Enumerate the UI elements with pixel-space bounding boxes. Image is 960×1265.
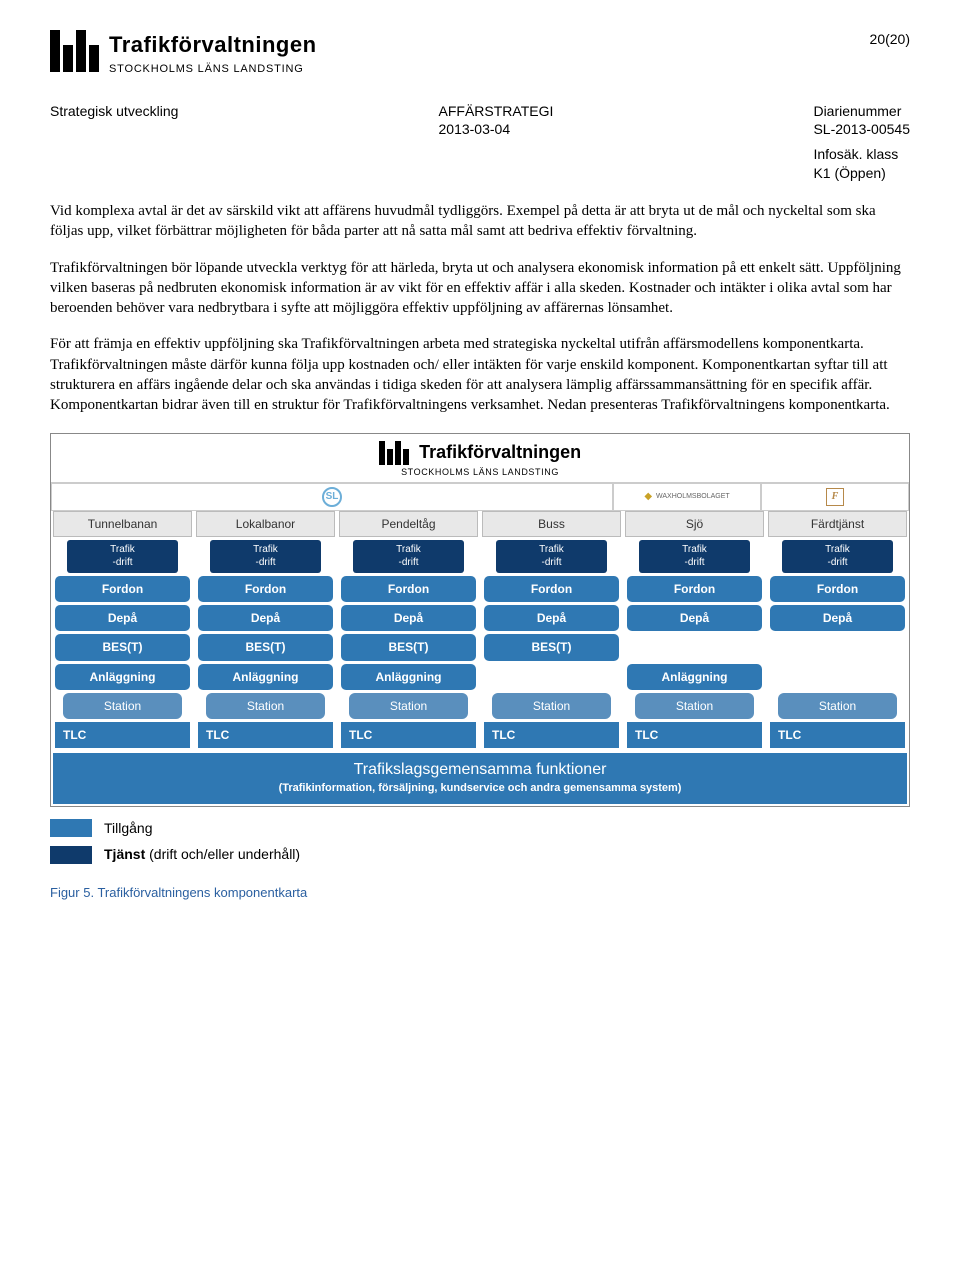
component-chip-best: BES(T): [484, 634, 619, 660]
diagram-column: Sjö Trafik -drift Fordon Depå Anläggning Sta…: [625, 511, 764, 751]
legend-label-tillgang: Tillgång: [104, 819, 153, 838]
body-paragraph-3: För att främja en effektiv uppföljning s…: [50, 334, 910, 415]
body-paragraph-2: Trafikförvaltningen bör löpande utveckla…: [50, 258, 910, 319]
diagram-header: Trafikförvaltningen STOCKHOLMS LÄNS LAND…: [51, 434, 909, 481]
component-chip-fordon: Fordon: [627, 576, 762, 602]
legend: Tillgång Tjänst (drift och/eller underhå…: [50, 819, 910, 865]
body-paragraph-1: Vid komplexa avtal är det av särskild vi…: [50, 201, 910, 242]
column-header: Tunnelbanan: [53, 511, 192, 537]
page-number: 20(20): [870, 30, 910, 77]
component-map-diagram: Trafikförvaltningen STOCKHOLMS LÄNS LAND…: [50, 433, 910, 806]
component-chip-station: Station: [206, 693, 325, 719]
component-chip-station: Station: [492, 693, 611, 719]
component-chip-depa: Depå: [198, 605, 333, 631]
component-chip-fordon: Fordon: [198, 576, 333, 602]
doc-title: AFFÄRSTRATEGI: [439, 102, 554, 121]
org-logo-block: Trafikförvaltningen STOCKHOLMS LÄNS LAND…: [50, 30, 317, 77]
brand-fardtjanst: F: [761, 483, 909, 511]
org-subtitle: STOCKHOLMS LÄNS LANDSTING: [109, 62, 317, 77]
component-chip-trafik: Trafik -drift: [353, 540, 464, 573]
infosak-label: Infosäk. klass: [813, 145, 910, 164]
component-chip-anlaggning: Anläggning: [198, 664, 333, 690]
column-header: Färdtjänst: [768, 511, 907, 537]
component-chip-tlc: TLC: [627, 722, 762, 748]
component-chip-anlaggning: Anläggning: [341, 664, 476, 690]
page-header: Trafikförvaltningen STOCKHOLMS LÄNS LAND…: [50, 30, 910, 77]
shared-functions-bar: Trafikslagsgemensamma funktioner (Trafik…: [53, 753, 907, 803]
diagram-header-sub: STOCKHOLMS LÄNS LANDSTING: [51, 466, 909, 478]
component-chip-best: BES(T): [341, 634, 476, 660]
component-chip-trafik: Trafik -drift: [496, 540, 607, 573]
legend-swatch-tjanst: [50, 846, 92, 864]
component-chip-depa: Depå: [627, 605, 762, 631]
brand-waxholm: ◆WAXHOLMSBOLAGET: [613, 483, 761, 511]
component-chip-station: Station: [63, 693, 182, 719]
component-chip-station: Station: [635, 693, 754, 719]
legend-label-tjanst: Tjänst (drift och/eller underhåll): [104, 845, 300, 864]
component-chip-trafik: Trafik -drift: [210, 540, 321, 573]
infosak-value: K1 (Öppen): [813, 164, 910, 183]
component-chip-tlc: TLC: [341, 722, 476, 748]
component-chip-trafik: Trafik -drift: [67, 540, 178, 573]
component-chip-station: Station: [349, 693, 468, 719]
component-chip-tlc: TLC: [484, 722, 619, 748]
brand-row: SL ◆WAXHOLMSBOLAGET F: [51, 482, 909, 511]
component-chip-fordon: Fordon: [55, 576, 190, 602]
org-name: Trafikförvaltningen: [109, 30, 317, 60]
diarienummer-value: SL-2013-00545: [813, 120, 910, 139]
figure-caption: Figur 5. Trafikförvaltningens komponentk…: [50, 884, 910, 902]
diagram-column: Buss Trafik -drift Fordon Depå BES(T) Statio…: [482, 511, 621, 751]
component-chip-tlc: TLC: [770, 722, 905, 748]
column-header: Buss: [482, 511, 621, 537]
logo-bars-icon: [379, 441, 409, 465]
diarienummer-label: Diarienummer: [813, 102, 910, 121]
component-chip-anlaggning: Anläggning: [627, 664, 762, 690]
diagram-column: Lokalbanor Trafik -drift Fordon Depå BES(T) A…: [196, 511, 335, 751]
component-chip-depa: Depå: [55, 605, 190, 631]
diagram-columns: Tunnelbanan Trafik -drift Fordon Depå BES(T)…: [51, 511, 909, 751]
component-chip-tlc: TLC: [55, 722, 190, 748]
brand-sl: SL: [51, 483, 613, 511]
component-chip-trafik: Trafik -drift: [639, 540, 750, 573]
meta-left: Strategisk utveckling: [50, 102, 178, 184]
column-header: Pendeltåg: [339, 511, 478, 537]
doc-date: 2013-03-04: [439, 120, 554, 139]
component-chip-depa: Depå: [770, 605, 905, 631]
column-header: Sjö: [625, 511, 764, 537]
document-meta: Strategisk utveckling AFFÄRSTRATEGI 2013…: [50, 102, 910, 184]
component-chip-depa: Depå: [484, 605, 619, 631]
component-chip-fordon: Fordon: [770, 576, 905, 602]
component-chip-trafik: Trafik -drift: [782, 540, 893, 573]
diagram-column: Tunnelbanan Trafik -drift Fordon Depå BES(T)…: [53, 511, 192, 751]
diagram-column: Färdtjänst Trafik -drift Fordon Depå Statio…: [768, 511, 907, 751]
component-chip-tlc: TLC: [198, 722, 333, 748]
diagram-column: Pendeltåg Trafik -drift Fordon Depå BES(T) An…: [339, 511, 478, 751]
component-chip-station: Station: [778, 693, 897, 719]
component-chip-depa: Depå: [341, 605, 476, 631]
shared-line1: Trafikslagsgemensamma funktioner: [57, 759, 903, 781]
component-chip-anlaggning: Anläggning: [55, 664, 190, 690]
logo-bars-icon: [50, 30, 99, 72]
component-chip-best: BES(T): [198, 634, 333, 660]
component-chip-fordon: Fordon: [341, 576, 476, 602]
component-chip-best: BES(T): [55, 634, 190, 660]
diagram-header-title: Trafikförvaltningen: [419, 440, 581, 464]
column-header: Lokalbanor: [196, 511, 335, 537]
shared-line2: (Trafikinformation, försäljning, kundser…: [57, 781, 903, 796]
legend-swatch-tillgang: [50, 819, 92, 837]
component-chip-fordon: Fordon: [484, 576, 619, 602]
